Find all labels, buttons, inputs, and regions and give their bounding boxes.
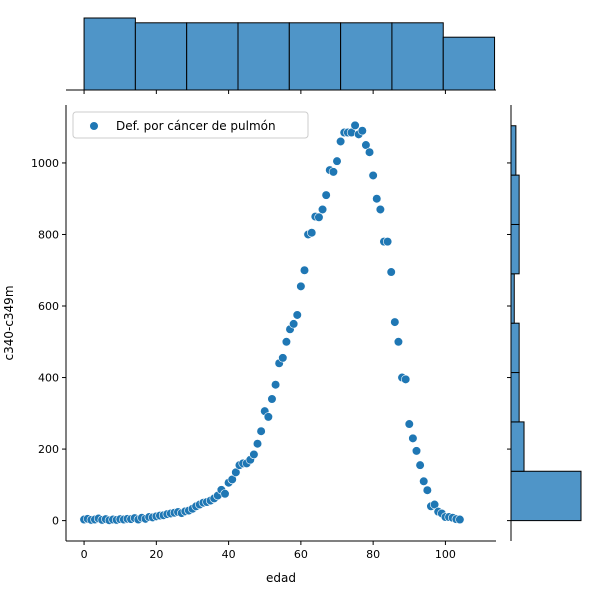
scatter-point — [249, 449, 259, 460]
scatter-point — [357, 126, 367, 136]
scatter-point — [386, 267, 396, 277]
scatter-point — [296, 281, 306, 291]
top-hist-bar — [340, 22, 393, 91]
scatter-point — [336, 136, 346, 147]
scatter-point — [422, 485, 432, 495]
right-hist-bar — [510, 273, 515, 324]
x-tick-label: 20 — [149, 548, 163, 561]
top-hist-bar — [186, 22, 239, 91]
y-tick-label: 200 — [38, 443, 59, 456]
legend: Def. por cáncer de pulmón — [72, 111, 309, 139]
right-hist-bar — [510, 322, 520, 374]
scatter-point — [429, 499, 440, 510]
right-hist-bar — [510, 125, 517, 176]
scatter-point — [361, 140, 371, 150]
main-scatter-axes: 0 20 40 60 80 100 0 200 400 600 800 1000 edad c340… — [2, 105, 496, 585]
scatter-point — [317, 204, 328, 215]
scatter-point — [368, 170, 378, 181]
scatter-point — [404, 419, 414, 429]
scatter-point — [332, 156, 342, 166]
scatter-point — [220, 489, 230, 499]
top-hist-bar — [83, 17, 136, 91]
scatter-point — [292, 310, 302, 320]
scatter-point — [314, 212, 324, 222]
right-hist-bar — [510, 421, 525, 472]
top-hist-bar — [134, 22, 188, 91]
scatter-point — [415, 460, 425, 470]
x-tick-label: 40 — [222, 548, 236, 561]
top-hist-bar — [288, 22, 342, 91]
legend-marker — [89, 121, 99, 131]
scatter-point — [328, 167, 338, 177]
x-tick-label: 0 — [81, 548, 88, 561]
scatter-point — [375, 204, 385, 215]
right-hist-bar — [510, 223, 520, 275]
scatter-point — [252, 439, 263, 449]
scatter-point — [267, 394, 277, 404]
scatter-point — [455, 514, 465, 525]
right-marginal-histogram — [507, 105, 582, 541]
scatter-point — [411, 446, 422, 456]
y-axis-label: c340-c349m — [2, 285, 16, 360]
y-tick-label: 0 — [52, 515, 59, 528]
scatter-point — [419, 476, 429, 486]
scatter-point — [278, 353, 288, 363]
scatter-point — [299, 265, 310, 275]
scatter-point — [321, 190, 331, 200]
scatter-point — [408, 433, 418, 443]
y-tick-label: 800 — [38, 228, 59, 241]
scatter-point — [289, 319, 299, 329]
scatter-point — [227, 474, 237, 485]
top-hist-bar — [237, 22, 290, 91]
scatter-points — [79, 120, 465, 525]
scatter-point — [270, 380, 281, 390]
legend-frame — [72, 111, 309, 139]
scatter-point — [401, 374, 411, 384]
scatter-point — [382, 237, 393, 247]
x-tick-label: 100 — [435, 548, 456, 561]
y-tick-label: 600 — [38, 300, 59, 313]
scatter-point — [364, 147, 375, 157]
scatter-point — [256, 426, 266, 436]
y-axis-ticks: 0 200 400 600 800 1000 — [31, 157, 66, 528]
x-tick-label: 80 — [366, 548, 380, 561]
scatter-point — [372, 194, 382, 204]
top-hist-bar — [442, 36, 496, 91]
y-tick-label: 400 — [38, 372, 59, 385]
legend-label: Def. por cáncer de pulmón — [116, 119, 276, 133]
x-tick-label: 60 — [294, 548, 308, 561]
scatter-point — [390, 317, 400, 327]
x-axis-label: edad — [266, 571, 296, 585]
x-axis-ticks: 0 20 40 60 80 100 — [81, 541, 456, 561]
top-hist-bar — [391, 22, 444, 91]
top-marginal-histogram — [66, 17, 496, 94]
scatter-point — [263, 412, 273, 422]
scatter-point — [231, 467, 241, 477]
scatter-point — [393, 337, 404, 347]
scatter-point — [307, 228, 317, 238]
scatter-point — [350, 120, 360, 130]
right-hist-bar — [510, 372, 520, 423]
right-hist-bar — [510, 470, 582, 522]
scatter-point — [281, 337, 292, 347]
right-hist-bar — [510, 174, 520, 225]
y-tick-label: 1000 — [31, 157, 59, 170]
